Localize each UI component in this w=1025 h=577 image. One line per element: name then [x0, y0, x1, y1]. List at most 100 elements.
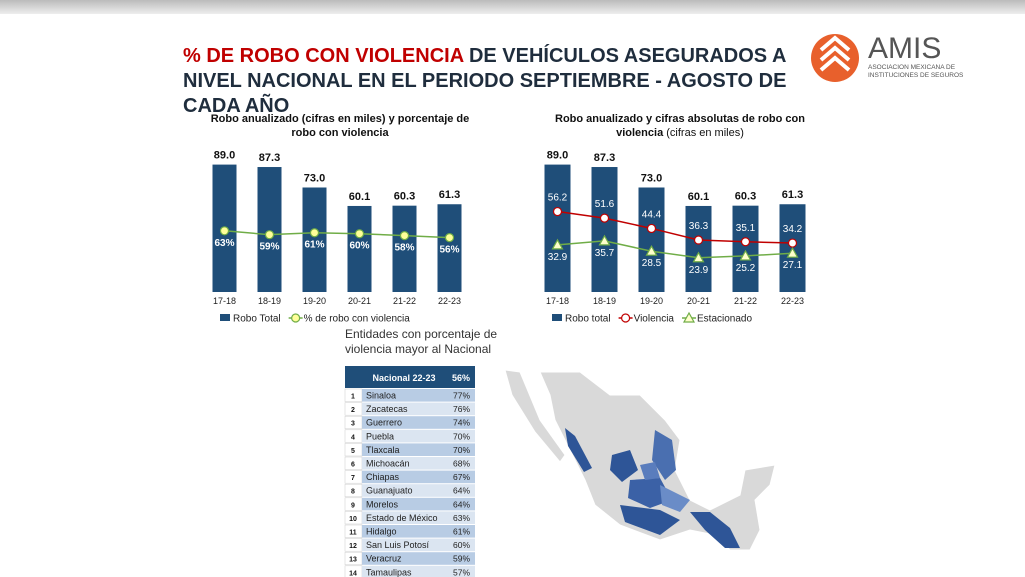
table-pct: 61%: [453, 527, 470, 537]
bar: [544, 164, 571, 292]
marker: [740, 237, 751, 247]
table-state: Hidalgo: [366, 527, 397, 537]
point-label: 44.4: [642, 209, 662, 220]
bar-label: 61.3: [439, 189, 460, 201]
x-tick-label: 20-21: [687, 296, 710, 306]
bar-label: 73.0: [641, 172, 662, 184]
marker: [786, 246, 799, 258]
x-tick-label: 21-22: [734, 296, 757, 306]
marker: [599, 213, 610, 223]
table-rank: 12: [349, 543, 357, 550]
marker: [309, 228, 320, 238]
chart-title-main: Robo anualizado y cifras absolutas de ro…: [555, 113, 805, 139]
x-tick-label: 18-19: [593, 296, 616, 306]
point-label: 28.5: [642, 258, 662, 269]
x-tick-label: 17-18: [213, 296, 236, 306]
legend-swatch: [552, 314, 562, 321]
series-line: [557, 210, 793, 244]
bar-label: 60.1: [349, 191, 370, 203]
table-cell: [362, 402, 475, 416]
point-label: 59%: [259, 242, 279, 253]
series-line: [224, 230, 450, 239]
table-rank: 9: [351, 502, 355, 509]
point-label: 58%: [394, 243, 414, 254]
marker: [399, 231, 410, 241]
bar: [302, 187, 327, 292]
table-state: Guerrero: [366, 418, 402, 428]
bar: [591, 167, 618, 292]
table-cell: [362, 416, 475, 429]
table-cell: [362, 552, 475, 565]
table-rank: 2: [351, 407, 355, 414]
point-label: 27.1: [783, 260, 803, 271]
legend-label: Robo total: [565, 314, 611, 325]
table-rank: 3: [351, 421, 355, 428]
table-header: 56%: [452, 373, 470, 383]
table-pct: 70%: [453, 445, 470, 455]
bar-label: 89.0: [547, 150, 568, 162]
logo-subtitle-box: ASOCIACIÓN MEXICANA DE INSTITUCIONES DE …: [868, 64, 964, 79]
legend-label: Violencia: [634, 314, 675, 325]
bar-label: 87.3: [594, 152, 615, 164]
table-cell: [362, 565, 475, 577]
table-cell: [362, 443, 475, 456]
bar: [732, 205, 759, 292]
marker: [291, 313, 301, 323]
table-pct: 64%: [453, 499, 470, 509]
table-pct: 60%: [453, 540, 470, 550]
legend-label: % de robo con violencia: [304, 314, 411, 325]
map-state: [640, 462, 660, 480]
table-cell: [362, 484, 475, 497]
table-pct: 70%: [453, 431, 470, 441]
table-header: Nacional 22-23: [372, 373, 435, 383]
x-tick-label: 19-20: [640, 296, 663, 306]
point-label: 63%: [214, 238, 234, 249]
x-tick-label: 17-18: [546, 296, 569, 306]
x-tick-label: 19-20: [303, 296, 326, 306]
x-tick-label: 22-23: [781, 296, 804, 306]
logo-lines: [819, 35, 851, 72]
title-highlight: % DE ROBO CON VIOLENCIA: [183, 45, 464, 67]
table-cell: [362, 389, 475, 402]
table-cell: [362, 497, 475, 511]
map-state: [660, 485, 690, 512]
table-rank: 7: [351, 475, 355, 482]
point-label: 35.7: [595, 248, 615, 259]
map-land: [504, 369, 566, 463]
map-state: [565, 428, 592, 472]
table-pct: 67%: [453, 472, 470, 482]
table-state: Sinaloa: [366, 391, 396, 401]
table-pct: 64%: [453, 486, 470, 496]
table-state: San Luis Potosí: [366, 540, 430, 550]
marker: [739, 249, 752, 261]
point-label: 35.1: [736, 223, 756, 234]
logo-subtitle: ASOCIACIÓN MEXICANA DE INSTITUCIONES DE …: [868, 64, 964, 79]
legend-swatch: [220, 314, 230, 321]
table-cell: [362, 429, 475, 443]
chart-title: Robo anualizado (cifras en miles) y porc…: [210, 113, 470, 139]
bar: [437, 204, 462, 292]
bar-label: 87.3: [259, 152, 280, 164]
point-label: 23.9: [689, 265, 709, 276]
table-state: Chiapas: [366, 472, 400, 482]
legend-label: Estacionado: [697, 314, 752, 325]
chart-title-note: (cifras en miles): [666, 127, 744, 139]
bar-label: 60.1: [688, 191, 709, 203]
table-header-bg: [345, 366, 475, 388]
table-pct: 77%: [453, 391, 470, 401]
marker: [646, 223, 657, 234]
point-label: 36.3: [689, 221, 709, 232]
table-state: Morelos: [366, 499, 399, 509]
point-label: 25.2: [736, 263, 756, 274]
bar-label: 61.3: [782, 189, 803, 201]
table-cell: [362, 525, 475, 538]
table-state: Guanajuato: [366, 486, 413, 496]
table-pct: 74%: [453, 418, 470, 428]
title-rest: DE VEHÍCULOS ASEGURADOS A NIVEL NACIONAL…: [183, 45, 787, 117]
bar: [685, 205, 712, 292]
point-label: 51.6: [595, 199, 615, 210]
x-tick-label: 18-19: [258, 296, 281, 306]
point-label: 32.9: [548, 252, 568, 263]
